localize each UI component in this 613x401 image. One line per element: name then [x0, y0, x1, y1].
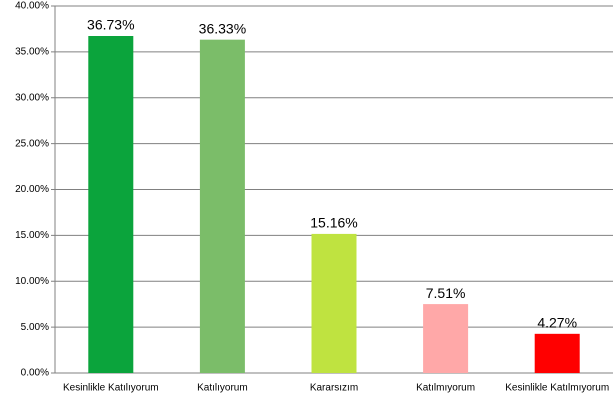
- x-tick-label: Kararsızım: [310, 383, 358, 394]
- y-tick-label: 5.00%: [21, 322, 49, 333]
- bar: [534, 333, 580, 373]
- value-label: 7.51%: [426, 285, 466, 301]
- bar: [199, 39, 245, 374]
- x-tick-label: Kesinlikle Katılmıyorum: [505, 383, 609, 394]
- value-label: 15.16%: [310, 215, 357, 231]
- value-label: 36.33%: [199, 20, 246, 36]
- y-tick-label: 35.00%: [15, 47, 49, 58]
- y-tick-label: 20.00%: [15, 184, 49, 195]
- x-tick-label: Katılmıyorum: [416, 383, 475, 394]
- y-tick-label: 40.00%: [15, 1, 49, 12]
- y-tick-label: 30.00%: [15, 92, 49, 103]
- bar: [88, 36, 134, 373]
- value-label: 4.27%: [537, 315, 577, 331]
- x-tick-label: Katılıyorum: [197, 383, 248, 394]
- bar: [423, 304, 469, 373]
- y-tick-label: 10.00%: [15, 276, 49, 287]
- y-tick-label: 0.00%: [21, 368, 49, 379]
- bar: [311, 233, 357, 373]
- y-tick-label: 15.00%: [15, 230, 49, 241]
- value-label: 36.73%: [87, 17, 134, 33]
- x-tick-label: Kesinlikle Katılıyorum: [63, 383, 159, 394]
- y-tick-label: 25.00%: [15, 138, 49, 149]
